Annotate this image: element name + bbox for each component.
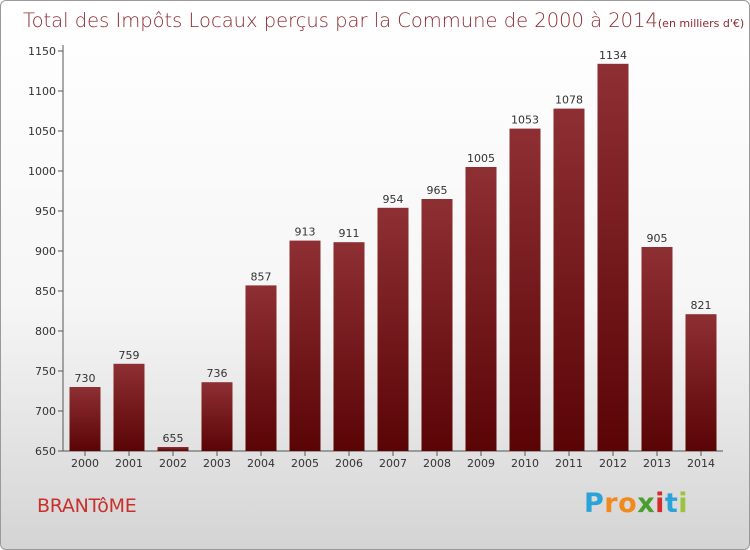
value-label-2012: 1134 bbox=[599, 49, 627, 62]
bar-2001 bbox=[113, 363, 145, 451]
x-tick-label-2013: 2013 bbox=[643, 457, 671, 470]
y-tick-label: 900 bbox=[35, 245, 56, 258]
value-label-2011: 1078 bbox=[555, 94, 583, 107]
value-label-2014: 821 bbox=[691, 299, 712, 312]
value-label-2006: 911 bbox=[339, 227, 360, 240]
bar-2000 bbox=[69, 387, 101, 451]
value-label-2007: 954 bbox=[383, 193, 404, 206]
x-tick-label-2014: 2014 bbox=[687, 457, 715, 470]
x-tick-label-2009: 2009 bbox=[467, 457, 495, 470]
logo-letter: r bbox=[604, 488, 619, 519]
bar-2012 bbox=[597, 63, 629, 452]
logo-letter: t bbox=[664, 488, 679, 519]
y-tick-label: 1100 bbox=[28, 85, 56, 98]
bar-2013 bbox=[641, 247, 673, 451]
x-tick-label-2003: 2003 bbox=[203, 457, 231, 470]
value-label-2009: 1005 bbox=[467, 152, 495, 165]
y-tick-label: 1000 bbox=[28, 165, 56, 178]
x-tick-label-2002: 2002 bbox=[159, 457, 187, 470]
chart-title-unit: (en milliers d'€) bbox=[658, 17, 744, 30]
bar-2009 bbox=[465, 167, 497, 451]
x-tick-label-2011: 2011 bbox=[555, 457, 583, 470]
value-label-2008: 965 bbox=[427, 184, 448, 197]
value-label-2005: 913 bbox=[295, 226, 316, 239]
logo-letter: i bbox=[678, 488, 689, 519]
bar-2014 bbox=[685, 314, 717, 451]
x-tick-label-2001: 2001 bbox=[115, 457, 143, 470]
y-tick-label: 1150 bbox=[28, 45, 56, 58]
bar-2010 bbox=[509, 128, 541, 451]
bar-2003 bbox=[201, 382, 233, 451]
value-label-2001: 759 bbox=[119, 349, 140, 362]
x-tick-label-2005: 2005 bbox=[291, 457, 319, 470]
y-tick-label: 800 bbox=[35, 325, 56, 338]
logo-letter: P bbox=[584, 488, 605, 519]
y-tick-label: 850 bbox=[35, 285, 56, 298]
logo-letter: o bbox=[618, 488, 638, 519]
bar-2004 bbox=[245, 285, 277, 451]
chart-title-main: Total des Impôts Locaux perçus par la Co… bbox=[23, 9, 658, 32]
x-tick-label-2004: 2004 bbox=[247, 457, 275, 470]
proxiti-logo: Proxiti bbox=[584, 488, 688, 519]
y-tick-labels: 650 700 750 800 850 900 950 1000 1050 1100 1150 bbox=[28, 45, 56, 458]
value-label-2010: 1053 bbox=[511, 114, 539, 127]
value-label-2004: 857 bbox=[251, 270, 272, 283]
x-tick-labels: 2000 2001 2002 2003 2004 2005 2006 2007 2008 2009… bbox=[71, 457, 715, 470]
bar-2008 bbox=[421, 199, 453, 451]
chart-title: Total des Impôts Locaux perçus par la Co… bbox=[23, 9, 744, 32]
bar-2005 bbox=[289, 240, 321, 451]
value-label-2000: 730 bbox=[75, 372, 96, 385]
y-tick-label: 700 bbox=[35, 405, 56, 418]
y-tick-label: 650 bbox=[35, 445, 56, 458]
x-tick-label-2000: 2000 bbox=[71, 457, 99, 470]
value-label-2002: 655 bbox=[163, 432, 184, 445]
value-label-2003: 736 bbox=[207, 367, 228, 380]
bar-2002 bbox=[157, 447, 189, 451]
commune-name: BRANTôME bbox=[37, 495, 137, 517]
bar-2011 bbox=[553, 108, 585, 451]
y-tick-label: 950 bbox=[35, 205, 56, 218]
x-tick-label-2010: 2010 bbox=[511, 457, 539, 470]
value-labels: 730 759 655 736 857 913 911 954 965 1005 1053 1078 1… bbox=[75, 49, 712, 445]
y-tick-label: 750 bbox=[35, 365, 56, 378]
x-tick-label-2006: 2006 bbox=[335, 457, 363, 470]
x-tick-label-2012: 2012 bbox=[599, 457, 627, 470]
x-tick-label-2008: 2008 bbox=[423, 457, 451, 470]
logo-letter: x bbox=[637, 488, 656, 519]
bar-2006 bbox=[333, 242, 365, 451]
logo-letter: i bbox=[655, 488, 665, 519]
y-tick-label: 1050 bbox=[28, 125, 56, 138]
x-tick-label-2007: 2007 bbox=[379, 457, 407, 470]
bar-2007 bbox=[377, 207, 409, 451]
bars bbox=[69, 63, 717, 452]
value-label-2013: 905 bbox=[647, 232, 668, 245]
